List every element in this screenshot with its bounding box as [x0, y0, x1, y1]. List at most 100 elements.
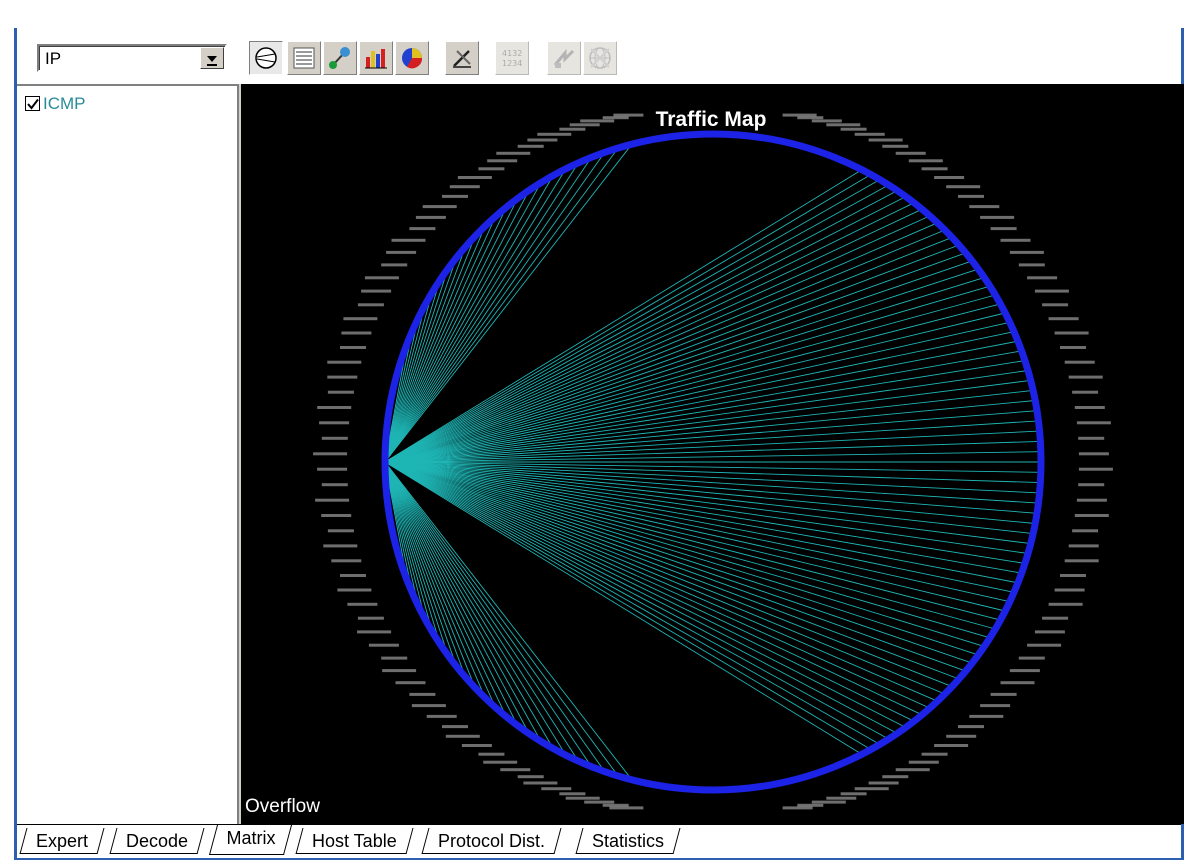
host-label	[1074, 406, 1105, 409]
connection-line	[384, 461, 1029, 554]
view-tabs: Expert Decode Matrix Host Table Protocol…	[17, 824, 1181, 858]
chevron-down-icon[interactable]	[200, 47, 224, 69]
host-label	[1027, 276, 1058, 280]
numbers-button[interactable]: 4132 1234	[495, 41, 529, 75]
connection-line	[384, 292, 433, 463]
tab-host-table[interactable]: Host Table	[295, 828, 414, 854]
host-label	[990, 227, 1017, 231]
connection-line	[384, 461, 898, 734]
numbers-icon: 4132 1234	[502, 49, 522, 68]
host-label	[415, 215, 446, 219]
host-label	[478, 167, 505, 171]
connection-line	[384, 461, 1041, 473]
connection-line	[384, 461, 966, 672]
navigate-button[interactable]	[547, 41, 581, 75]
globe-button[interactable]	[583, 41, 617, 75]
traffic-map-button[interactable]	[249, 41, 283, 75]
host-label	[395, 681, 426, 685]
traffic-map-ring	[381, 130, 1045, 794]
host-label	[321, 436, 348, 440]
tab-matrix[interactable]: Matrix	[208, 825, 293, 855]
host-label	[313, 452, 348, 456]
navigate-icon	[553, 48, 575, 68]
connection-line	[384, 216, 496, 463]
connection-line	[384, 331, 1015, 463]
host-label	[478, 752, 505, 756]
host-label	[980, 215, 1015, 219]
host-label	[517, 775, 544, 779]
host-label	[1064, 360, 1095, 364]
connection-line	[384, 229, 946, 463]
connection-line	[384, 461, 1006, 612]
connection-line	[384, 440, 1041, 463]
host-label	[782, 113, 817, 117]
host-label	[934, 744, 969, 747]
host-label	[386, 250, 417, 254]
connection-line	[384, 461, 1038, 514]
connection-line	[384, 312, 1006, 463]
connection-line	[384, 370, 1029, 463]
host-label	[321, 514, 352, 517]
connection-line	[384, 461, 449, 656]
tab-protocol-dist[interactable]: Protocol Dist.	[421, 828, 562, 854]
node-graph-button[interactable]	[323, 41, 357, 75]
host-label	[868, 781, 899, 785]
host-label	[1078, 436, 1105, 440]
connection-line	[384, 389, 1034, 463]
pie-chart-button[interactable]	[395, 41, 429, 75]
connection-line	[384, 190, 898, 463]
host-label	[1027, 643, 1062, 647]
connection-line	[384, 147, 619, 463]
connection-line	[384, 461, 923, 716]
host-label	[340, 346, 366, 349]
connection-line	[384, 268, 449, 463]
host-label	[602, 116, 629, 120]
connection-line	[384, 175, 554, 463]
traffic-map-canvas[interactable]: Traffic Map Overflow	[241, 84, 1184, 824]
connection-line	[384, 162, 579, 463]
host-label	[323, 544, 358, 548]
connection-line	[384, 461, 906, 728]
connection-line	[384, 179, 881, 463]
host-label	[343, 317, 378, 321]
host-label	[559, 127, 586, 131]
host-label	[854, 132, 885, 136]
globe-icon	[589, 47, 611, 69]
connection-line	[384, 461, 592, 767]
node-graph-icon	[329, 47, 350, 69]
host-label	[391, 238, 426, 242]
connection-line	[384, 174, 872, 463]
connection-line	[384, 184, 889, 463]
tab-statistics[interactable]: Statistics	[575, 828, 681, 854]
svg-text:4132: 4132	[502, 49, 522, 58]
connection-line	[384, 400, 1036, 463]
connection-line	[384, 280, 441, 463]
icmp-checkbox[interactable]	[25, 96, 40, 111]
host-label	[584, 800, 615, 804]
host-label	[946, 734, 977, 738]
host-label	[347, 602, 378, 606]
host-label	[895, 151, 926, 155]
host-label	[969, 205, 1000, 209]
tab-decode[interactable]: Decode	[109, 828, 205, 854]
host-label	[990, 692, 1017, 696]
host-label	[565, 796, 600, 800]
matrix-table-button[interactable]	[287, 41, 321, 75]
connection-line	[384, 330, 414, 463]
host-label	[321, 483, 348, 487]
traffic-map-icon	[255, 47, 277, 69]
connection-line	[384, 236, 953, 463]
host-label	[1034, 289, 1069, 293]
tab-expert[interactable]: Expert	[19, 828, 105, 854]
protocol-select[interactable]: IP	[37, 44, 227, 72]
tools-button[interactable]	[445, 41, 479, 75]
connection-line	[384, 461, 1031, 545]
connection-line	[384, 461, 960, 680]
bar-chart-button[interactable]	[359, 41, 393, 75]
host-label	[1048, 317, 1079, 321]
host-label	[980, 704, 1011, 708]
host-label	[327, 360, 362, 364]
host-label	[541, 787, 572, 791]
host-label	[569, 123, 600, 127]
connection-line	[384, 461, 985, 647]
